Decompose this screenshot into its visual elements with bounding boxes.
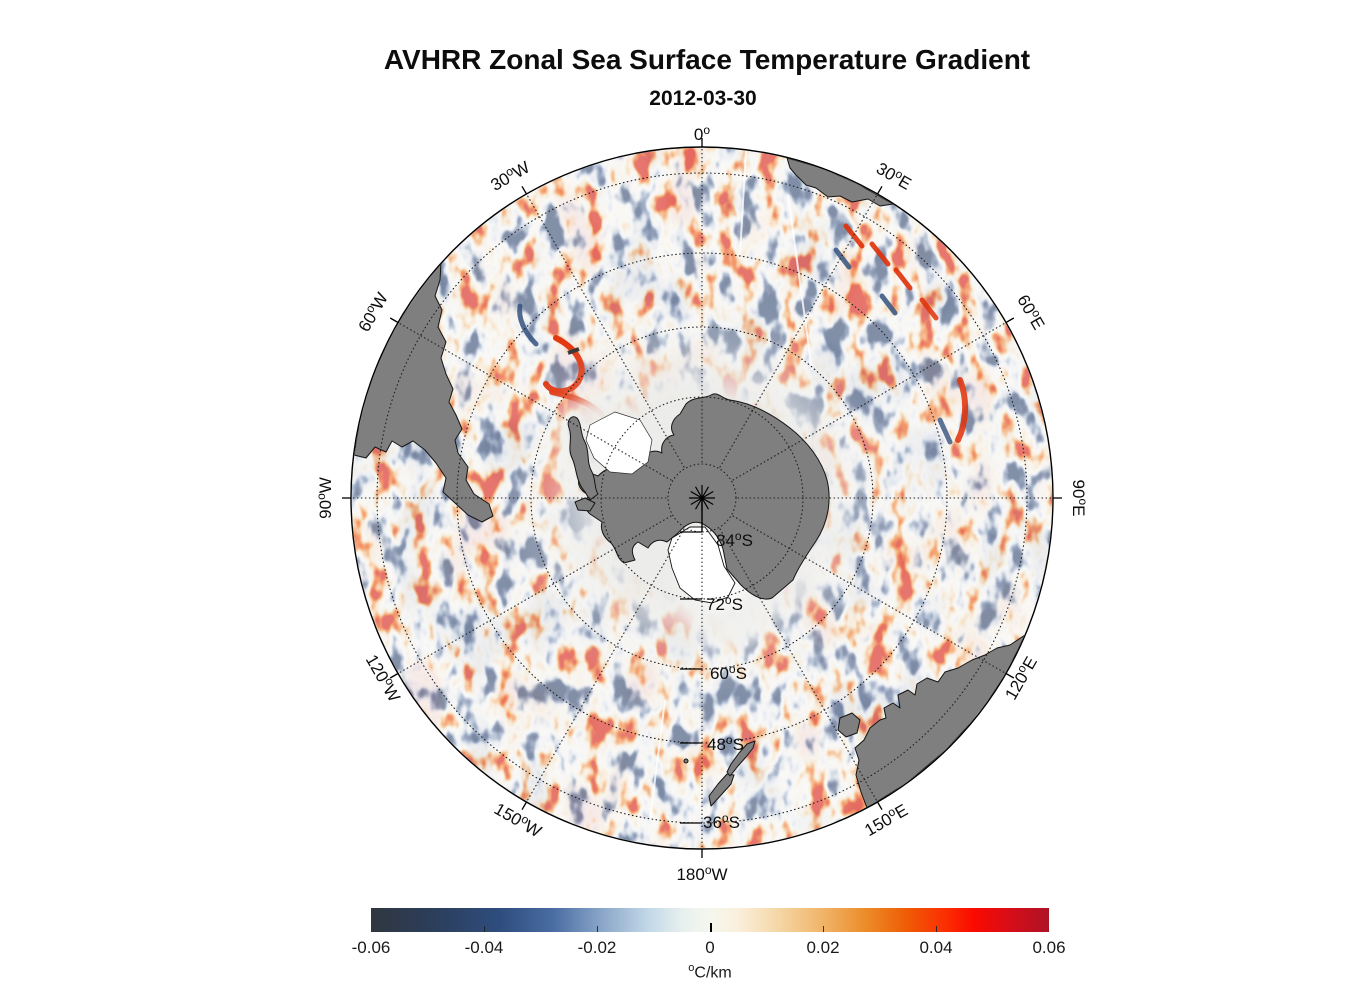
- lon-label-60e: 60oE: [1013, 290, 1050, 333]
- colorbar-tick-label: -0.02: [577, 938, 617, 957]
- colorbar-inner-tick: [484, 926, 485, 932]
- lat-label-48s: 48oS: [707, 733, 744, 754]
- colorbar-inner-tick-zero: [710, 923, 712, 932]
- ice-shelves: [585, 411, 736, 604]
- lat-label-60s: 60oS: [710, 662, 747, 683]
- lon-label-150e: 150oE: [860, 799, 911, 840]
- colorbar-inner-tick: [596, 926, 598, 932]
- falkland-islands: [574, 497, 596, 512]
- ronne-ice-shelf: [585, 411, 653, 475]
- colorbar-unit-text: C/km: [694, 964, 732, 982]
- colorbar-tick-label: -0.06: [351, 938, 391, 957]
- colorbar-unit-degree: o: [688, 962, 695, 974]
- lat-label-36s: 36oS: [703, 811, 740, 832]
- lon-label-30w: 30oW: [486, 156, 533, 195]
- antarctic-peninsula: [567, 416, 599, 501]
- ross-ice-shelf: [667, 526, 736, 604]
- colorbar-tick-labels: -0.06 -0.04 -0.02 0 0.02 0.04 0.06: [352, 938, 1066, 958]
- figure-subtitle: 2012-03-30: [649, 87, 757, 110]
- colorbar-tick-label: 0.02: [806, 938, 840, 957]
- colorbar-tick-label: 0.04: [919, 938, 953, 957]
- colorbar-tick-label: -0.04: [464, 938, 504, 957]
- colorbar-inner-tick: [823, 926, 824, 932]
- longitude-ticks: [342, 138, 1062, 858]
- lon-label-30e: 30oE: [873, 157, 916, 194]
- ring-84s: [667, 463, 737, 533]
- lon-label-60w: 60oW: [353, 288, 392, 335]
- colorbar: [371, 908, 1049, 932]
- colorbar-inner-tick: [935, 926, 937, 932]
- lat-label-72s: 72oS: [706, 593, 743, 614]
- figure-title: AVHRR Zonal Sea Surface Temperature Grad…: [383, 44, 1031, 75]
- lon-label-180w: 180oW: [676, 863, 727, 884]
- lat-label-84s: 84oS: [716, 529, 753, 550]
- colorbar-tick-label: 0.06: [1032, 938, 1066, 957]
- colorbar-unit-label: oC/km: [688, 962, 731, 982]
- meridians: [350, 146, 1054, 850]
- colorbar-tick-label: 0: [705, 938, 715, 957]
- lon-label-0: 0o: [694, 123, 710, 144]
- new-zealand-north-island: [726, 740, 756, 777]
- latitude-labels: 84oS 72oS 60oS 48oS 36oS: [680, 529, 753, 832]
- south-georgia: [567, 347, 580, 355]
- lon-label-90w: 90oW: [314, 477, 335, 519]
- south-america: [353, 261, 494, 523]
- campbell-island: [683, 758, 689, 764]
- tasmania: [837, 712, 861, 738]
- pole-marker: [689, 485, 715, 532]
- lon-label-90e: 90oE: [1069, 480, 1090, 517]
